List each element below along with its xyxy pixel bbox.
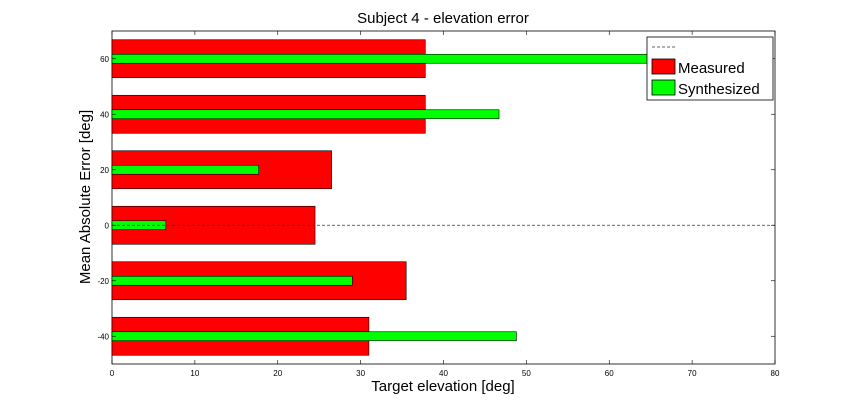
y-axis-label: Mean Absolute Error [deg] bbox=[77, 110, 94, 284]
legend-swatch-measured bbox=[651, 58, 676, 75]
y-tick-label: 20 bbox=[100, 166, 109, 175]
legend-label-synthesized: Synthesized bbox=[678, 81, 760, 98]
chart-title: Subject 4 - elevation error bbox=[357, 10, 529, 27]
y-tick-label: -20 bbox=[97, 277, 109, 286]
x-tick-label: 50 bbox=[522, 369, 531, 378]
x-tick-label: 20 bbox=[273, 369, 282, 378]
y-tick-label: 60 bbox=[100, 55, 109, 64]
x-tick-label: 30 bbox=[356, 369, 365, 378]
y-tick-label: -40 bbox=[97, 332, 109, 341]
x-axis-ticks: 0 10 20 30 40 50 60 70 80 bbox=[110, 31, 780, 378]
legend-swatch-synthesized bbox=[651, 79, 676, 96]
bars-group bbox=[111, 39, 660, 356]
bar-synthesized bbox=[111, 109, 500, 120]
bar-synthesized bbox=[111, 275, 353, 286]
y-tick-label: 40 bbox=[100, 110, 109, 119]
bar-synthesized bbox=[111, 164, 259, 175]
x-tick-label: 60 bbox=[605, 369, 614, 378]
x-axis-label: Target elevation [deg] bbox=[371, 378, 514, 395]
x-tick-label: 40 bbox=[439, 369, 448, 378]
x-tick-label: 10 bbox=[190, 369, 199, 378]
bar-synthesized bbox=[111, 331, 517, 342]
bar-synthesized bbox=[111, 53, 660, 64]
legend-label-measured: Measured bbox=[678, 60, 745, 77]
x-tick-label: 70 bbox=[688, 369, 697, 378]
x-tick-label: 0 bbox=[110, 369, 115, 378]
y-axis-ticks: -40 -20 0 20 40 60 bbox=[97, 55, 775, 341]
x-tick-label: 80 bbox=[771, 369, 780, 378]
legend: Measured Synthesized bbox=[646, 36, 774, 101]
y-tick-label: 0 bbox=[105, 221, 110, 230]
